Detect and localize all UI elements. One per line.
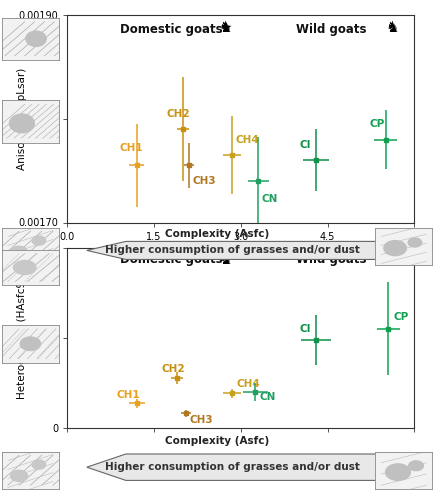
Text: ♞: ♞ <box>385 20 399 35</box>
Text: Wild goats: Wild goats <box>296 24 366 36</box>
Circle shape <box>32 460 46 469</box>
Circle shape <box>384 240 406 256</box>
Polygon shape <box>87 454 378 480</box>
Circle shape <box>20 337 40 350</box>
Text: CH1: CH1 <box>119 143 143 153</box>
Text: ♞: ♞ <box>218 252 232 267</box>
Circle shape <box>10 470 28 482</box>
Circle shape <box>10 114 34 132</box>
Text: CH1: CH1 <box>116 390 140 400</box>
Text: CH4: CH4 <box>236 134 260 144</box>
Circle shape <box>26 31 46 46</box>
Text: CH2: CH2 <box>161 364 184 374</box>
Circle shape <box>408 238 422 247</box>
Text: CH4: CH4 <box>237 379 260 389</box>
Text: Domestic goats: Domestic goats <box>120 24 223 36</box>
Text: Higher consumption of grasses and/or dust: Higher consumption of grasses and/or dus… <box>105 462 360 472</box>
Text: ★: ★ <box>219 21 231 35</box>
Text: Complexity (Asfc): Complexity (Asfc) <box>165 229 269 239</box>
Text: Wild goats: Wild goats <box>296 253 366 266</box>
Y-axis label: Anisotropy (epLsar): Anisotropy (epLsar) <box>17 68 27 170</box>
Text: CI: CI <box>300 140 311 150</box>
Text: CN: CN <box>262 194 278 204</box>
Text: Complexity (Asfc): Complexity (Asfc) <box>165 436 269 446</box>
Y-axis label: Heterogeneity (HAsfc9): Heterogeneity (HAsfc9) <box>17 276 27 398</box>
Text: CP: CP <box>393 312 408 322</box>
Circle shape <box>385 464 411 480</box>
Polygon shape <box>87 242 378 260</box>
Circle shape <box>32 236 46 245</box>
Text: CH3: CH3 <box>189 415 213 425</box>
Text: CI: CI <box>300 324 311 334</box>
Text: CH2: CH2 <box>167 109 191 118</box>
Text: Domestic goats: Domestic goats <box>120 253 223 266</box>
Text: ♞: ♞ <box>385 252 399 267</box>
Circle shape <box>10 246 28 258</box>
Text: CH3: CH3 <box>192 176 216 186</box>
Circle shape <box>409 461 424 470</box>
Text: ♞: ♞ <box>218 20 232 35</box>
Text: CN: CN <box>260 392 276 402</box>
Text: Higher consumption of grasses and/or dust: Higher consumption of grasses and/or dus… <box>105 246 360 256</box>
Circle shape <box>13 260 36 274</box>
Text: CP: CP <box>369 119 385 129</box>
